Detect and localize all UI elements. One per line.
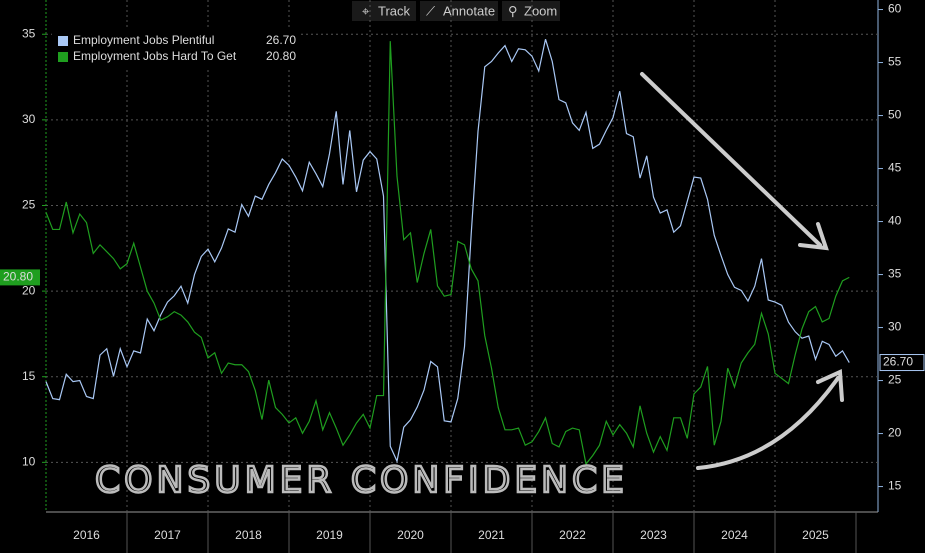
arrow-up-head <box>816 368 844 402</box>
x-tick-label: 2020 <box>397 528 424 542</box>
last-value-tag <box>0 269 40 286</box>
zoom-button[interactable] <box>502 1 560 21</box>
y2-tick-label: 50 <box>888 108 902 122</box>
legend-swatch <box>58 36 68 46</box>
y2-tick-label: 20 <box>888 426 902 440</box>
x-tick-label: 2017 <box>154 528 181 542</box>
legend-swatch <box>58 52 68 62</box>
last-value-tag <box>879 354 925 372</box>
y2-tick-label: 15 <box>888 479 902 493</box>
arrow-up <box>696 376 840 470</box>
legend-value: 26.70 <box>266 33 296 47</box>
x-tick-label: 2018 <box>235 528 262 542</box>
y2-tick-label: 30 <box>888 320 902 334</box>
y2-tick-label: 35 <box>888 267 902 281</box>
x-tick-label: 2025 <box>802 528 829 542</box>
y2-tick-label: 45 <box>888 161 902 175</box>
x-tick-label: 2019 <box>316 528 343 542</box>
y-tick-label: 15 <box>22 369 36 383</box>
arrow-down <box>640 72 822 247</box>
y-tick-label: 25 <box>22 198 36 212</box>
y2-tick-label: 25 <box>888 373 902 387</box>
last-value-label: 26.70 <box>883 355 913 369</box>
arrow-down-head <box>798 222 829 251</box>
y2-tick-label: 60 <box>888 2 902 16</box>
handwritten-annotation: CONSUMER CONFIDENCE <box>95 460 628 501</box>
legend-label: Employment Jobs Plentiful <box>73 33 214 47</box>
legend-box <box>52 30 300 68</box>
legend: Employment Jobs Plentiful 26.70 Employment… <box>52 30 300 68</box>
x-tick-label: 2024 <box>721 528 748 542</box>
arrows <box>640 72 844 470</box>
annotate-icon: ⟋ <box>426 3 436 18</box>
series-line <box>45 41 850 466</box>
toolbar: Track Annotate Zoom ⌖ ⟋ ⚲ <box>352 1 560 21</box>
y-tick-label: 35 <box>22 26 36 40</box>
y-tick-label: 30 <box>22 112 36 126</box>
last-value-label: 20.80 <box>3 270 33 284</box>
x-tick-label: 2016 <box>73 528 100 542</box>
y2-tick-label: 55 <box>888 55 902 69</box>
track-label[interactable]: Track <box>378 3 411 18</box>
y2-tick-label: 40 <box>888 214 902 228</box>
x-tick-label: 2021 <box>478 528 505 542</box>
series-line <box>45 39 850 464</box>
x-tick-label: 2022 <box>559 528 586 542</box>
track-icon: ⌖ <box>362 3 370 18</box>
annotate-label[interactable]: Annotate <box>443 3 495 18</box>
y-tick-label: 20 <box>22 283 36 297</box>
y-tick-label: 10 <box>22 455 36 469</box>
legend-label: Employment Jobs Hard To Get <box>73 49 237 63</box>
annotate-button[interactable] <box>420 1 498 21</box>
zoom-icon: ⚲ <box>508 3 518 18</box>
track-button[interactable] <box>352 1 416 21</box>
zoom-label[interactable]: Zoom <box>524 3 557 18</box>
legend-value: 20.80 <box>266 49 296 63</box>
x-tick-label: 2023 <box>640 528 667 542</box>
